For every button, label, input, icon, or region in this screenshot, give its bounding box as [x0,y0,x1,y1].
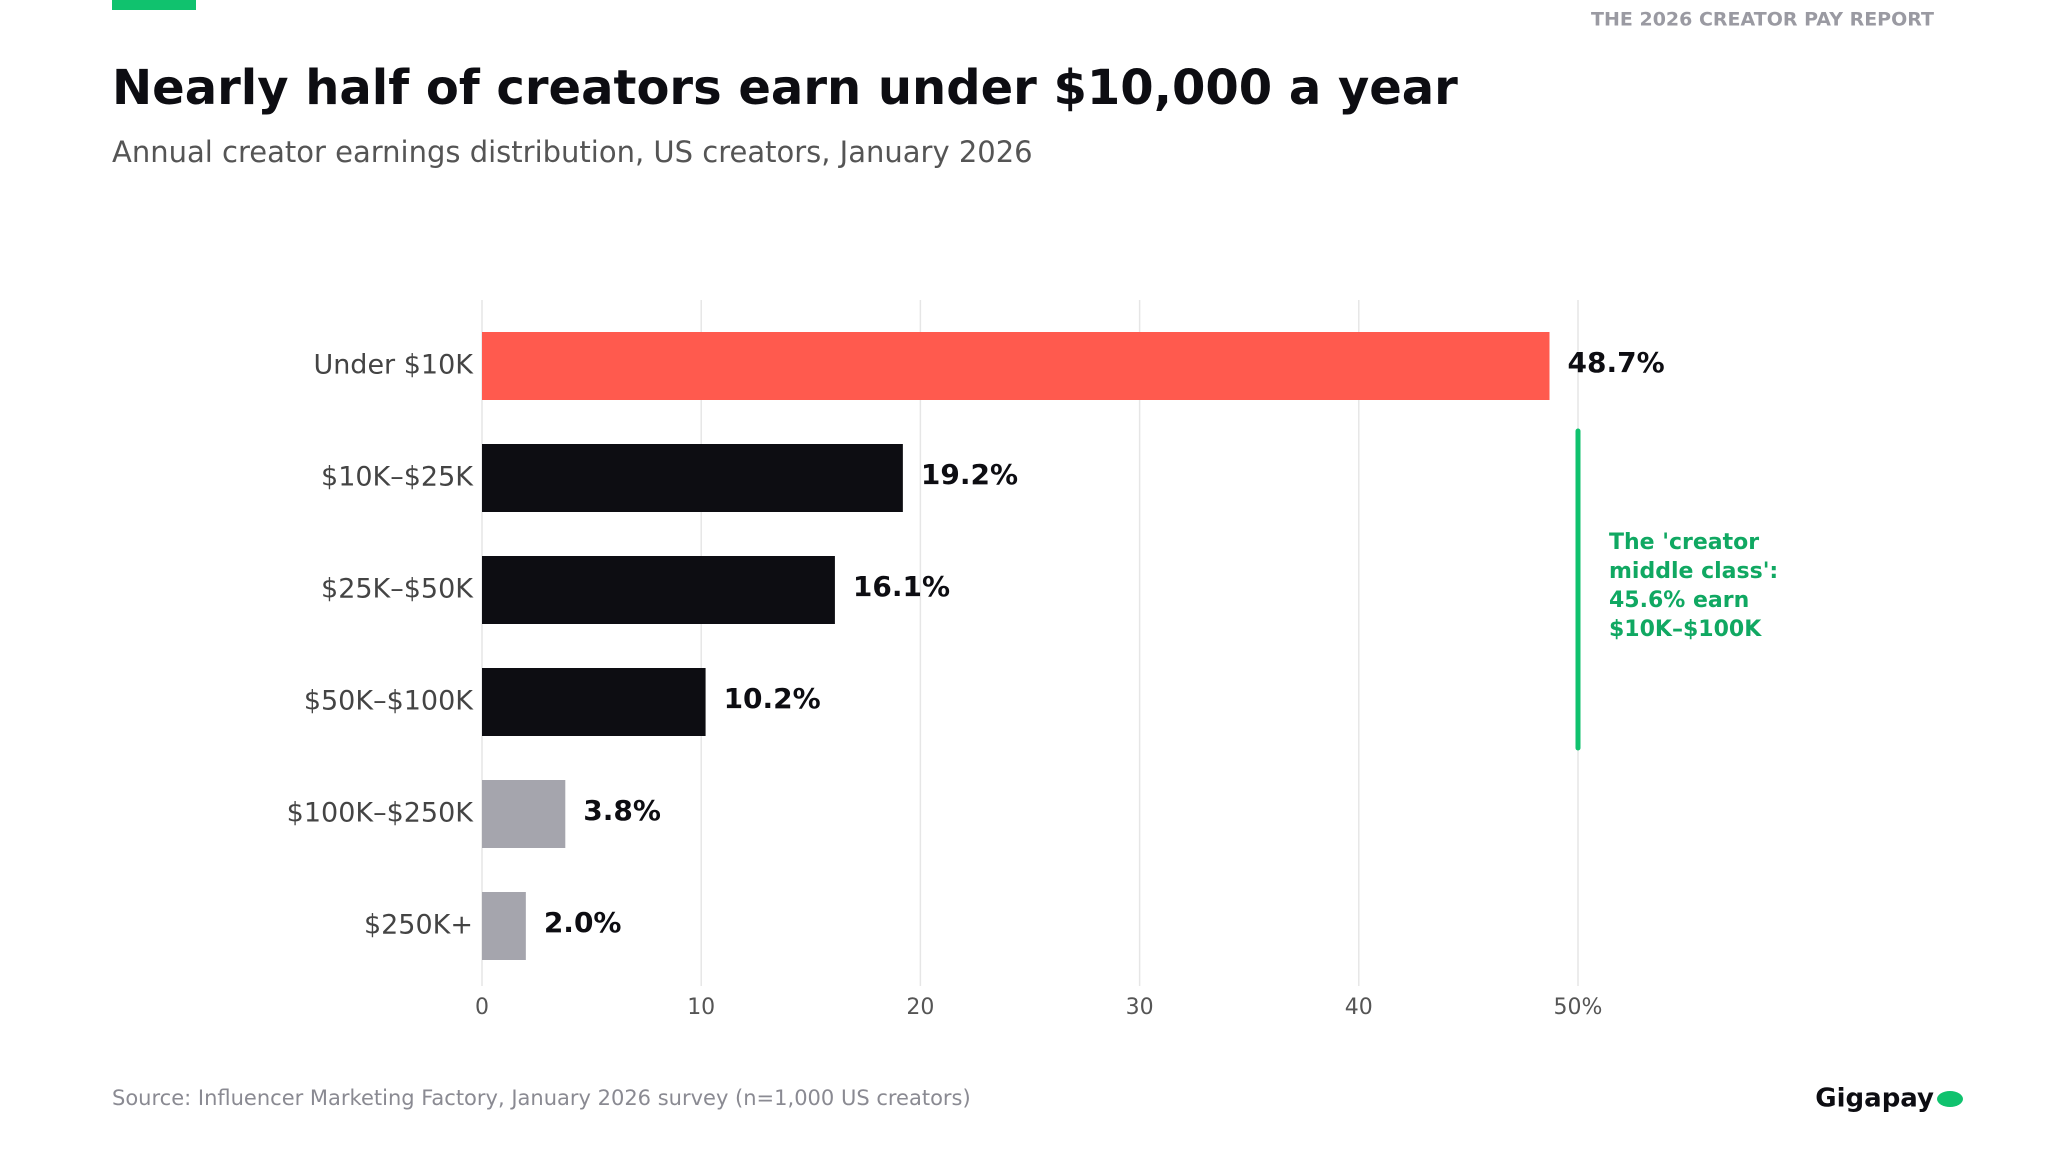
annotation: The 'creator middle class': 45.6% earn $… [1609,530,1779,642]
bar [482,892,526,960]
bar [482,780,566,848]
value-label: 3.8% [583,794,661,827]
value-label: 10.2% [724,682,821,715]
bar [482,556,835,624]
brand-logo [1937,1091,1963,1107]
source: Source: Influencer Marketing Factory, Ja… [112,1086,971,1110]
y-tick-label: $250K+ [364,910,473,941]
value-label: 48.7% [1568,346,1665,379]
y-tick-label: $100K–$250K [287,798,475,829]
chart-subtitle: Annual creator earnings distribution, US… [112,135,1033,169]
chart-title: Nearly half of creators earn under $10,0… [112,60,1458,116]
bar [482,444,903,512]
report-label: THE 2026 CREATOR PAY REPORT [1591,9,1934,31]
bar [482,332,1550,400]
x-tick-label: 40 [1345,995,1373,1020]
x-tick-label: 10 [687,995,715,1020]
value-label: 19.2% [921,458,1018,491]
y-tick-label: $10K–$25K [321,462,474,493]
x-tick-label: 30 [1126,995,1154,1020]
accent-bar [112,0,196,10]
y-tick-label: Under $10K [313,350,474,381]
value-label: 16.1% [853,570,950,603]
x-tick-label: 50% [1554,995,1603,1020]
bar [482,668,706,736]
y-tick-label: $25K–$50K [321,574,474,605]
x-tick-label: 20 [906,995,934,1020]
y-tick-label: $50K–$100K [304,686,474,717]
x-tick-label: 0 [475,995,489,1020]
brand: Gigapay [1815,1084,1934,1114]
value-label: 2.0% [544,906,622,939]
